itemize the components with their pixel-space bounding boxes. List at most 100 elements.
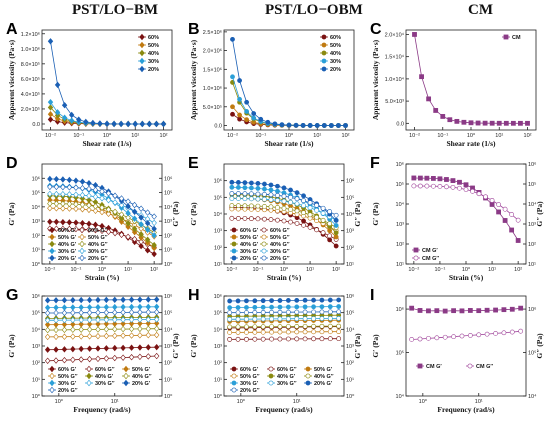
data-point: [230, 74, 235, 80]
legend-marker: [86, 372, 92, 380]
legend-label: 20% G′: [240, 256, 259, 262]
data-point: [153, 296, 160, 303]
legend: CM: [502, 34, 521, 41]
legend-label: 20% G″: [270, 256, 290, 262]
legend-marker: [139, 57, 145, 65]
data-point: [265, 119, 271, 125]
legend-marker: [79, 233, 85, 241]
data-point: [242, 203, 248, 209]
legend-marker: [139, 33, 145, 41]
series-30-6: [227, 304, 342, 311]
y-axis-label-right: G″ (Pa): [535, 201, 544, 227]
data-point: [112, 296, 118, 304]
data-point: [112, 199, 118, 206]
series-line: [414, 34, 528, 124]
data-point: [144, 236, 151, 243]
y-tick-label: 10⁶: [32, 293, 40, 300]
data-point: [294, 201, 300, 207]
data-point: [302, 316, 308, 322]
series-50-3: [44, 331, 160, 341]
chart-svg-a: A 10⁻² 10⁻¹ 10⁰ 10¹ 10² 0.0 2.0×10⁵ 4.0×10⁵ 6.0×1…: [6, 21, 173, 148]
data-point: [103, 296, 110, 304]
legend-label: CM G″: [476, 364, 493, 370]
y-tick-label: 10²: [32, 233, 40, 239]
chart-panel-f: F 10⁻² 10⁻¹ 10⁰ 10¹ 10² 10¹ 10¹ 10² 10² 10³ 10³ 10⁴ 1…: [366, 152, 548, 292]
data-point: [293, 122, 299, 128]
data-point: [44, 333, 51, 341]
data-point: [269, 304, 274, 310]
legend-marker: [305, 380, 311, 386]
data-point: [47, 183, 53, 191]
legend-label: 30% G′: [58, 381, 77, 387]
y-tick-label: 10³: [214, 229, 222, 235]
data-point: [125, 223, 131, 231]
data-point: [128, 354, 135, 361]
data-point: [294, 336, 300, 342]
data-point: [53, 297, 59, 304]
data-point: [145, 308, 151, 316]
data-point: [320, 217, 326, 223]
data-point: [70, 356, 76, 364]
legend-label: 20% G″: [88, 256, 108, 262]
data-point: [294, 208, 300, 214]
data-point: [320, 230, 326, 236]
series-60-0: [44, 343, 160, 353]
y-axis-label: G′ (Pa): [7, 334, 16, 358]
data-point: [430, 176, 436, 181]
data-point: [153, 331, 160, 339]
data-point: [252, 324, 258, 330]
data-point: [327, 329, 333, 335]
data-point: [509, 306, 515, 312]
data-point: [138, 238, 144, 245]
data-point: [510, 120, 516, 126]
data-point: [336, 297, 342, 303]
data-point: [302, 329, 308, 335]
data-point: [53, 309, 59, 317]
x-tick-label: 10¹: [495, 133, 503, 139]
data-point: [227, 310, 233, 316]
data-point: [61, 309, 68, 317]
panel-label: G: [6, 287, 18, 304]
data-point: [153, 343, 160, 351]
chart-svg-f: F 10⁻² 10⁻¹ 10⁰ 10¹ 10² 10¹ 10¹ 10² 10² 10³ 10³ 10⁴ 1…: [370, 155, 544, 282]
x-axis-label: Frequency (rad/s): [255, 405, 313, 414]
data-point: [145, 296, 151, 303]
data-point: [73, 219, 79, 226]
data-point: [86, 206, 92, 214]
chart-panel-b: B 10⁻² 10⁻¹ 10⁰ 10¹ 10² 0.0 5.0×10⁵ 1.0×10⁶ 1.5×1…: [184, 18, 366, 158]
data-point: [95, 355, 101, 363]
data-point: [301, 198, 306, 203]
y-right-tick-label: 10¹: [164, 248, 172, 254]
data-point: [409, 337, 415, 342]
data-point: [112, 208, 118, 216]
data-point: [244, 324, 249, 330]
series-20-4: [230, 36, 348, 128]
y-tick-label: 1.0×10⁶: [203, 85, 222, 92]
y-tick-label: 8.0×10⁵: [21, 61, 40, 68]
chart-panel-d: D 10⁻² 10⁻¹ 10⁰ 10¹ 10² 10⁰ 10⁰ 10¹ 10¹ 10² 10² 10³ 1…: [2, 152, 184, 292]
data-point: [484, 331, 490, 337]
series-30-7: [47, 190, 157, 227]
data-point: [230, 104, 235, 110]
data-point: [417, 336, 423, 342]
data-point: [242, 196, 248, 202]
data-point: [327, 304, 333, 310]
y-right-tick-label: 10¹: [346, 377, 354, 383]
y-right-tick-label: 10²: [346, 361, 354, 367]
legend: 60% G′ 60% G″ 50% G′ 50% G″ 40% G′ 40% G″ 30% …: [230, 366, 334, 394]
data-point: [447, 117, 453, 123]
series-line: [232, 76, 346, 126]
legend-label: 60% G′: [240, 367, 259, 373]
data-point: [255, 216, 261, 222]
data-point: [60, 183, 66, 191]
data-point: [294, 324, 300, 329]
legend-marker: [503, 34, 509, 40]
data-point: [73, 191, 79, 198]
data-point: [76, 116, 82, 123]
chart-svg-d: D 10⁻² 10⁻¹ 10⁰ 10¹ 10² 10⁰ 10⁰ 10¹ 10¹ 10² 10² 10³ 1…: [6, 155, 180, 282]
data-point: [336, 309, 342, 315]
data-point: [285, 298, 291, 303]
data-point: [128, 296, 135, 303]
data-point: [92, 221, 99, 228]
data-point: [53, 200, 60, 207]
